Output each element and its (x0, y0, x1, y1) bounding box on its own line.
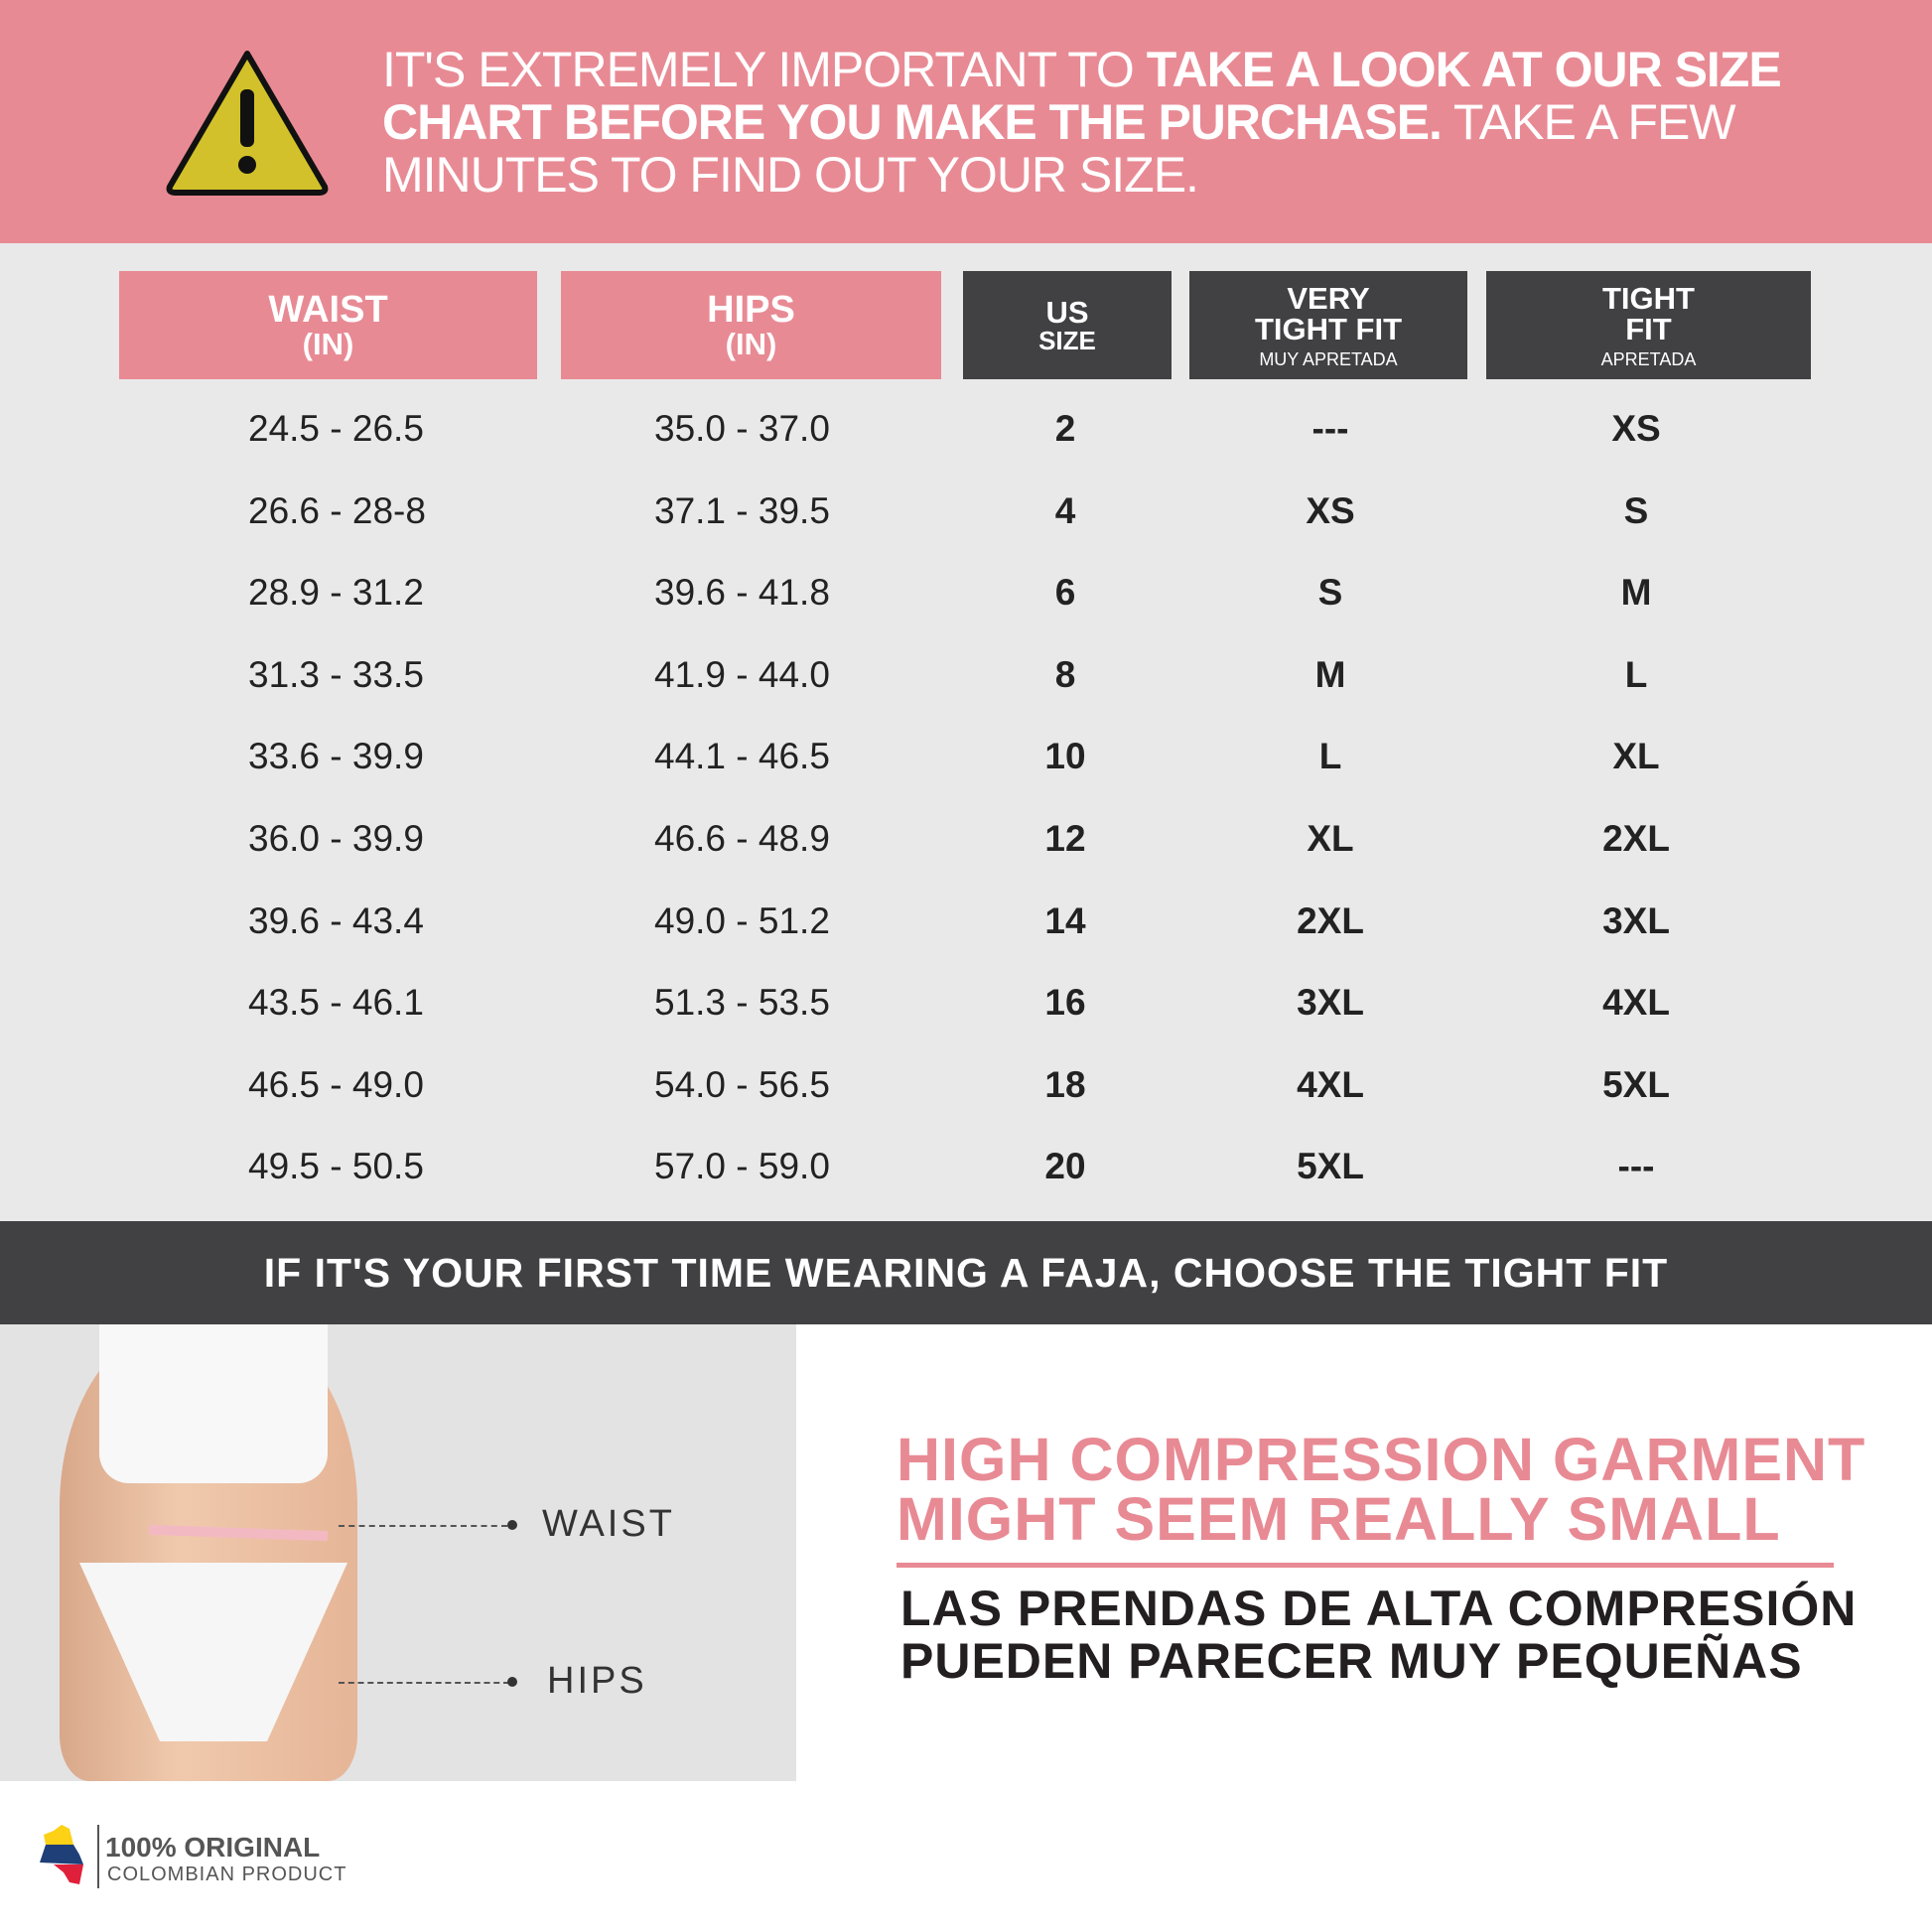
very-tight-size: S (1317, 572, 1343, 614)
notice-en-line2: MIGHT SEEM REALLY SMALL (897, 1485, 1781, 1553)
header-waist: WAIST (IN) (119, 271, 537, 379)
header-hips: HIPS (IN) (561, 271, 941, 379)
waist-label: WAIST (542, 1503, 675, 1545)
tight-size: S (1623, 489, 1649, 531)
hips-range: 54.0 - 56.5 (654, 1063, 830, 1105)
waist-range: 24.5 - 26.5 (248, 408, 424, 449)
notice-es-line1: LAS PRENDAS DE ALTA COMPRESIÓN (900, 1581, 1858, 1636)
size-chart (0, 243, 1932, 1221)
measurement-photo: WAIST HIPS (0, 1324, 796, 1781)
waist-range: 43.5 - 46.1 (248, 982, 424, 1024)
tight-fit-advice: IF IT'S YOUR FIRST TIME WEARING A FAJA, … (0, 1221, 1932, 1324)
us-size: 12 (1044, 818, 1086, 859)
hips-range: 41.9 - 44.0 (654, 653, 830, 695)
us-size: 16 (1044, 982, 1086, 1024)
header-tight-fit: TIGHT FIT APRETADA (1486, 271, 1811, 379)
colombia-flag-map-icon (40, 1825, 83, 1884)
divider (897, 1563, 1834, 1568)
very-tight-size: L (1318, 736, 1342, 777)
waist-range: 33.6 - 39.9 (248, 736, 424, 777)
tight-size: XS (1611, 408, 1661, 449)
very-tight-size: 2XL (1297, 899, 1364, 941)
tight-size: 5XL (1602, 1063, 1670, 1105)
tight-size: 3XL (1602, 899, 1670, 941)
waist-pointer-line (339, 1525, 507, 1527)
header-very-tight-fit: VERY TIGHT FIT MUY APRETADA (1189, 271, 1467, 379)
very-tight-size: 4XL (1297, 1063, 1364, 1105)
hips-range: 57.0 - 59.0 (654, 1146, 830, 1187)
tight-size: --- (1617, 1146, 1655, 1187)
tight-size: 4XL (1602, 982, 1670, 1024)
tight-size: XL (1612, 736, 1660, 777)
hips-range: 51.3 - 53.5 (654, 982, 830, 1024)
warning-banner: IT'S EXTREMELY IMPORTANT TO TAKE A LOOK … (0, 0, 1932, 243)
model-top (99, 1324, 328, 1483)
us-size: 2 (1054, 408, 1076, 449)
waist-range: 36.0 - 39.9 (248, 818, 424, 859)
tight-size: M (1620, 572, 1652, 614)
us-size: 8 (1054, 653, 1076, 695)
warning-text: IT'S EXTREMELY IMPORTANT TO TAKE A LOOK … (382, 42, 1782, 203)
hips-pointer-line (339, 1682, 509, 1684)
very-tight-size: 3XL (1297, 982, 1364, 1024)
tight-size: L (1624, 653, 1648, 695)
hips-range: 44.1 - 46.5 (654, 736, 830, 777)
logo-divider (97, 1825, 99, 1888)
us-size: 4 (1054, 489, 1076, 531)
very-tight-size: XS (1306, 489, 1355, 531)
header-us-size: US SIZE (963, 271, 1172, 379)
notice-es-line2: PUEDEN PARECER MUY PEQUEÑAS (900, 1633, 1803, 1689)
hips-range: 39.6 - 41.8 (654, 572, 830, 614)
us-size: 14 (1044, 899, 1086, 941)
hips-label: HIPS (547, 1660, 647, 1702)
hips-range: 35.0 - 37.0 (654, 408, 830, 449)
us-size: 20 (1044, 1146, 1086, 1187)
logo-title: 100% ORIGINAL (105, 1832, 321, 1863)
very-tight-size: XL (1307, 818, 1354, 859)
very-tight-size: 5XL (1297, 1146, 1364, 1187)
hips-pointer-dot (507, 1677, 517, 1687)
waist-range: 26.6 - 28-8 (248, 489, 426, 531)
waist-range: 49.5 - 50.5 (248, 1146, 424, 1187)
waist-range: 31.3 - 33.5 (248, 653, 424, 695)
tight-size: 2XL (1602, 818, 1670, 859)
waist-range: 46.5 - 49.0 (248, 1063, 424, 1105)
hips-range: 49.0 - 51.2 (654, 899, 830, 941)
very-tight-size: M (1314, 653, 1346, 695)
warning-triangle-icon (166, 51, 329, 196)
notice-en-line1: HIGH COMPRESSION GARMENT (897, 1426, 1866, 1493)
waist-range: 39.6 - 43.4 (248, 899, 424, 941)
waist-pointer-dot (507, 1520, 517, 1530)
us-size: 6 (1054, 572, 1076, 614)
waist-range: 28.9 - 31.2 (248, 572, 424, 614)
hips-range: 37.1 - 39.5 (654, 489, 830, 531)
very-tight-size: --- (1311, 408, 1349, 449)
logo-subtitle: COLOMBIAN PRODUCT (107, 1863, 347, 1885)
hips-range: 46.6 - 48.9 (654, 818, 830, 859)
us-size: 18 (1044, 1063, 1086, 1105)
us-size: 10 (1044, 736, 1086, 777)
